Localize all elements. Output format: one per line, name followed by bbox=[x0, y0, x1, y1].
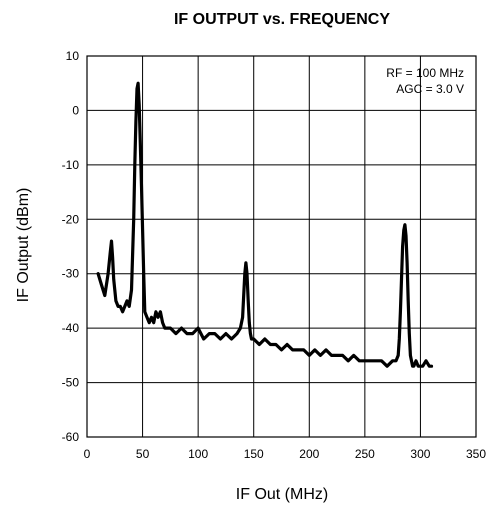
y-tick-label: 0 bbox=[72, 103, 79, 117]
plot-frame bbox=[86, 55, 477, 438]
x-tick-label: 200 bbox=[299, 447, 319, 461]
y-tick-label: -30 bbox=[62, 267, 80, 281]
chart-title: IF OUTPUT vs. FREQUENCY bbox=[174, 11, 390, 28]
x-axis-label: IF Out (MHz) bbox=[236, 486, 328, 503]
annotation-label: RF = 100 MHz bbox=[386, 66, 464, 80]
x-tick-label: 50 bbox=[136, 447, 150, 461]
x-tick-label: 0 bbox=[84, 447, 91, 461]
x-tick-label: 150 bbox=[244, 447, 264, 461]
y-axis-label: IF Output (dBm) bbox=[15, 188, 32, 303]
y-tick-label: -60 bbox=[62, 430, 80, 444]
x-tick-label: 300 bbox=[410, 447, 430, 461]
y-tick-label: 10 bbox=[66, 49, 80, 63]
x-tick-label: 100 bbox=[188, 447, 208, 461]
y-tick-label: -20 bbox=[62, 212, 80, 226]
series-line-0 bbox=[96, 81, 434, 368]
y-tick-label: -50 bbox=[62, 376, 80, 390]
series-group bbox=[96, 81, 434, 368]
y-tick-label: -10 bbox=[62, 158, 80, 172]
tick-labels: 0 50 100 150 200 250 300 350100-10-20-30-40-50-… bbox=[62, 49, 487, 461]
x-tick-label: 350 bbox=[466, 447, 486, 461]
annotation-label: AGC = 3.0 V bbox=[396, 82, 464, 96]
y-tick-label: -40 bbox=[62, 321, 80, 335]
x-tick-label: 250 bbox=[355, 447, 375, 461]
grid bbox=[86, 55, 477, 438]
annotations: RF = 100 MHz AGC = 3.0 V bbox=[386, 66, 464, 96]
